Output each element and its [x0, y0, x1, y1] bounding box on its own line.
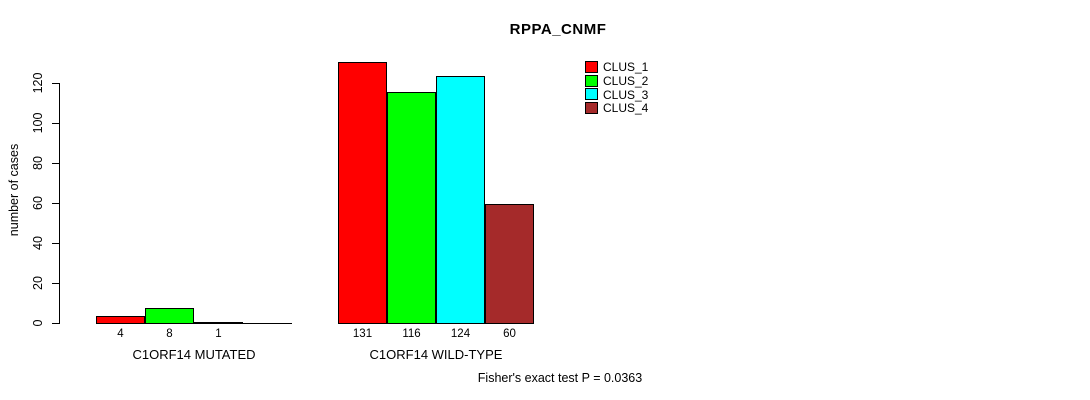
legend-swatch-icon — [585, 74, 598, 87]
bar-value-label: 124 — [450, 328, 471, 340]
y-axis-line — [59, 83, 60, 324]
bars-wild-type — [338, 44, 534, 324]
bar-value-label: 8 — [166, 328, 173, 340]
bar-clus_1 — [338, 62, 387, 324]
bar-group-wild-type: 131 116 124 60 C1ORF14 WILD-TYPE — [338, 44, 534, 362]
y-tick-mark — [52, 323, 59, 324]
legend-swatch-icon — [585, 88, 598, 101]
legend-label: CLUS_4 — [603, 101, 649, 116]
bar-value-labels: 4 8 1 — [96, 328, 292, 340]
bar-clus_2 — [145, 308, 194, 324]
legend-item: CLUS_2 — [585, 74, 648, 88]
bar-value-labels: 131 116 124 60 — [338, 328, 534, 340]
bar-clus_1 — [96, 316, 145, 324]
y-tick-mark — [52, 283, 59, 284]
legend-label: CLUS_3 — [603, 87, 649, 102]
legend-swatch-icon — [585, 102, 598, 115]
bar-clus_4 — [485, 204, 534, 324]
legend-swatch-icon — [585, 60, 598, 73]
y-tick-label: 100 — [31, 112, 45, 134]
chart-title: RPPA_CNMF — [509, 21, 607, 38]
group-label-mutated: C1ORF14 MUTATED — [132, 347, 256, 362]
legend-item: CLUS_3 — [585, 88, 648, 102]
bar-clus_3 — [194, 322, 243, 324]
legend-label: CLUS_1 — [603, 59, 649, 74]
stat-note: Fisher's exact test P = 0.0363 — [477, 371, 643, 385]
bar-group-mutated: 4 8 1 C1ORF14 MUTATED — [96, 44, 292, 362]
y-tick-label: 20 — [31, 276, 45, 290]
legend: CLUS_1 CLUS_2 CLUS_3 CLUS_4 — [585, 60, 648, 115]
bar-value-label: 131 — [352, 328, 373, 340]
y-tick-mark — [52, 163, 59, 164]
y-tick-label: 40 — [31, 236, 45, 250]
bar-value-label: 116 — [402, 328, 421, 340]
group-label-wild-type: C1ORF14 WILD-TYPE — [369, 347, 503, 362]
bar-clus_2 — [387, 92, 436, 324]
legend-item: CLUS_1 — [585, 60, 648, 74]
y-tick-label: 60 — [31, 196, 45, 210]
bar-value-label: 4 — [117, 328, 124, 340]
y-tick-label: 0 — [31, 319, 45, 327]
bar-clus_3 — [436, 76, 485, 324]
y-tick-mark — [52, 243, 59, 244]
y-tick-mark — [52, 83, 59, 84]
y-tick-label: 80 — [31, 156, 45, 170]
legend-item: CLUS_4 — [585, 101, 648, 115]
bar-value-label — [243, 328, 292, 340]
y-tick-label: 120 — [31, 72, 45, 94]
y-tick-mark — [52, 203, 59, 204]
y-tick-mark — [52, 123, 59, 124]
legend-label: CLUS_2 — [603, 73, 649, 88]
bar-value-label: 1 — [215, 328, 222, 340]
bar-value-label: 60 — [503, 328, 516, 340]
bars-mutated — [96, 44, 292, 324]
y-axis-title: number of cases — [7, 143, 21, 237]
